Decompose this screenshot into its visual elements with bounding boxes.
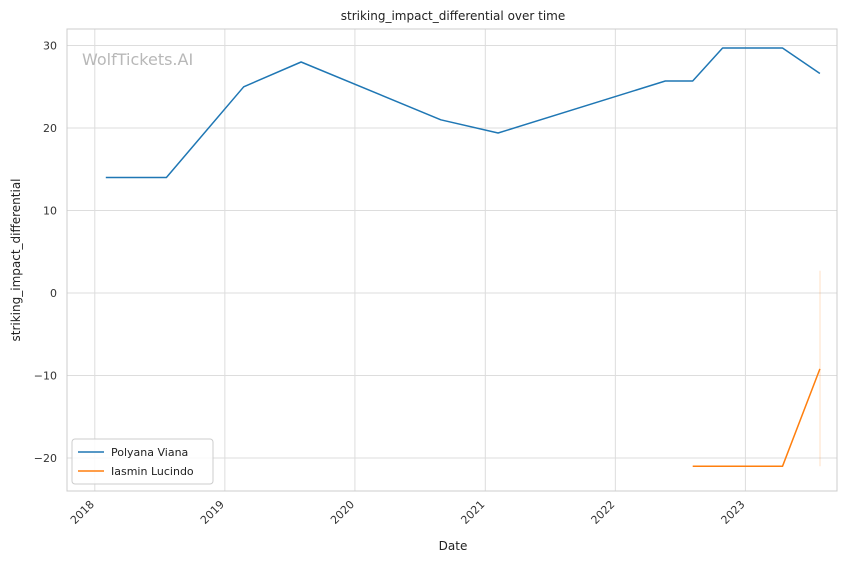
y-tick-label: 10 xyxy=(43,205,57,218)
x-tick-label: 2023 xyxy=(719,498,748,527)
gridlines xyxy=(67,29,837,491)
legend-label-iasmin-lucindo: Iasmin Lucindo xyxy=(111,465,194,478)
y-axis-label: striking_impact_differential xyxy=(9,178,23,341)
series-lines xyxy=(105,47,821,468)
x-axis-label: Date xyxy=(439,539,468,553)
x-tick-labels: 2018 2019 2020 2021 2022 2023 xyxy=(68,498,748,527)
y-tick-labels: 30 20 10 0 −10 −20 xyxy=(34,40,57,466)
x-tick-label: 2018 xyxy=(68,498,97,527)
x-tick-label: 2021 xyxy=(458,498,487,527)
legend-label-polyana-viana: Polyana Viana xyxy=(111,446,188,459)
y-tick-label: 0 xyxy=(50,287,57,300)
x-tick-label: 2022 xyxy=(589,498,618,527)
y-tick-label: 30 xyxy=(43,40,57,53)
legend: Polyana Viana Iasmin Lucindo xyxy=(71,438,214,485)
confidence-band-iasmin-lucindo xyxy=(819,270,821,467)
plot-frame xyxy=(66,28,838,492)
y-tick-label: −10 xyxy=(34,370,57,383)
series-line-polyana-viana xyxy=(105,47,821,179)
x-tick-label: 2019 xyxy=(198,498,227,527)
x-tick-label: 2020 xyxy=(328,498,357,527)
y-tick-label: 20 xyxy=(43,122,57,135)
chart-title: striking_impact_differential over time xyxy=(341,9,566,23)
legend-box xyxy=(71,438,214,485)
watermark: WolfTickets.AI xyxy=(82,50,193,69)
series-line-iasmin-lucindo xyxy=(692,368,821,468)
y-tick-label: −20 xyxy=(34,452,57,465)
